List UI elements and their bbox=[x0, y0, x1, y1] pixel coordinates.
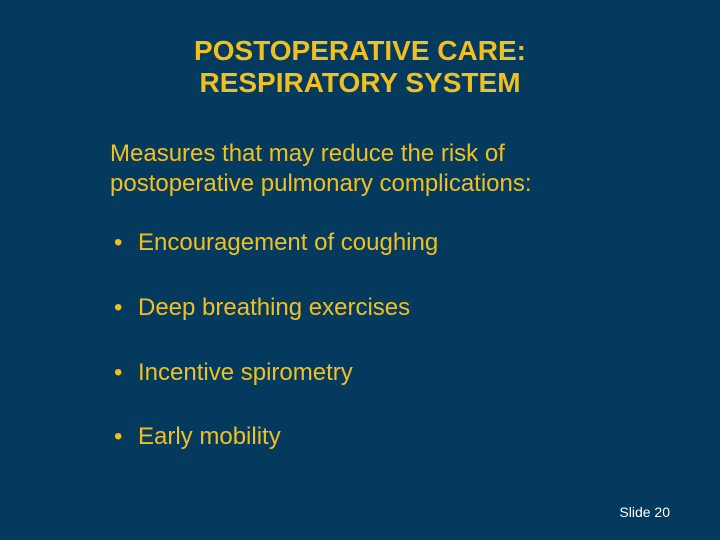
list-item: Early mobility bbox=[110, 423, 660, 452]
slide-number: Slide 20 bbox=[619, 504, 670, 520]
title-line-1: POSTOPERATIVE CARE: bbox=[120, 35, 600, 67]
bullet-list: Encouragement of coughing Deep breathing… bbox=[110, 229, 660, 452]
list-item: Incentive spirometry bbox=[110, 359, 660, 388]
slide-title: POSTOPERATIVE CARE: RESPIRATORY SYSTEM bbox=[120, 35, 600, 99]
slide: POSTOPERATIVE CARE: RESPIRATORY SYSTEM M… bbox=[0, 0, 720, 540]
list-item: Encouragement of coughing bbox=[110, 229, 660, 258]
intro-text: Measures that may reduce the risk of pos… bbox=[110, 139, 610, 199]
title-line-2: RESPIRATORY SYSTEM bbox=[120, 67, 600, 99]
list-item: Deep breathing exercises bbox=[110, 294, 660, 323]
